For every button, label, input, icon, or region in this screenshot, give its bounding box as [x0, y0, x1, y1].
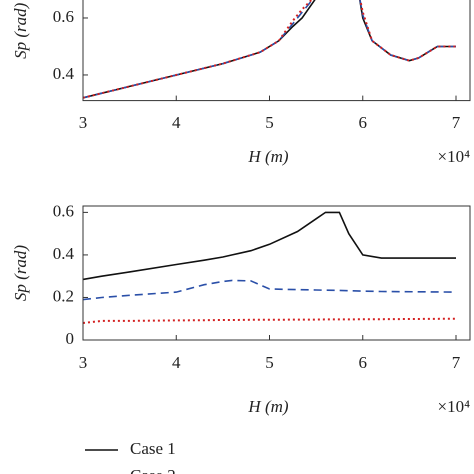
x-tick-label: 7: [452, 353, 461, 372]
series-line: [82, 317, 457, 324]
y-tick-label: 0.4: [53, 244, 75, 263]
x-tick-label: 3: [79, 113, 88, 132]
x-multiplier: ×10⁴: [437, 147, 470, 166]
axes-frame: [82, 0, 471, 102]
x-tick-label: 3: [79, 353, 88, 372]
y-tick-label: 0.6: [53, 7, 74, 26]
x-axis-label: H (m): [247, 147, 288, 166]
x-tick-label: 6: [359, 353, 368, 372]
y-tick-label: 0: [66, 329, 75, 348]
y-tick-label: 0.2: [53, 286, 74, 305]
x-axis-label: H (m): [247, 397, 288, 416]
y-tick-label: 0.6: [53, 201, 74, 220]
x-tick-label: 4: [172, 353, 181, 372]
x-multiplier: ×10⁴: [437, 397, 470, 416]
y-axis-label: Sp (rad): [11, 245, 30, 302]
plot: [82, 211, 457, 324]
series-line: [82, 211, 456, 281]
y-axis-label: Sp (rad): [11, 2, 30, 59]
legend-label: Case 2: [130, 466, 176, 474]
series-line: [82, 0, 456, 99]
x-tick-label: 4: [172, 113, 181, 132]
x-tick-label: 5: [265, 353, 274, 372]
axes-frame: [82, 205, 471, 341]
series-line: [82, 0, 456, 99]
y-tick-label: 0.4: [53, 64, 75, 83]
x-tick-label: 7: [452, 113, 461, 132]
x-tick-label: 5: [265, 113, 274, 132]
x-tick-label: 6: [359, 113, 368, 132]
plot: [82, 0, 456, 99]
series-line: [82, 0, 456, 99]
legend-label: Case 1: [130, 439, 176, 458]
series-line: [82, 279, 457, 301]
